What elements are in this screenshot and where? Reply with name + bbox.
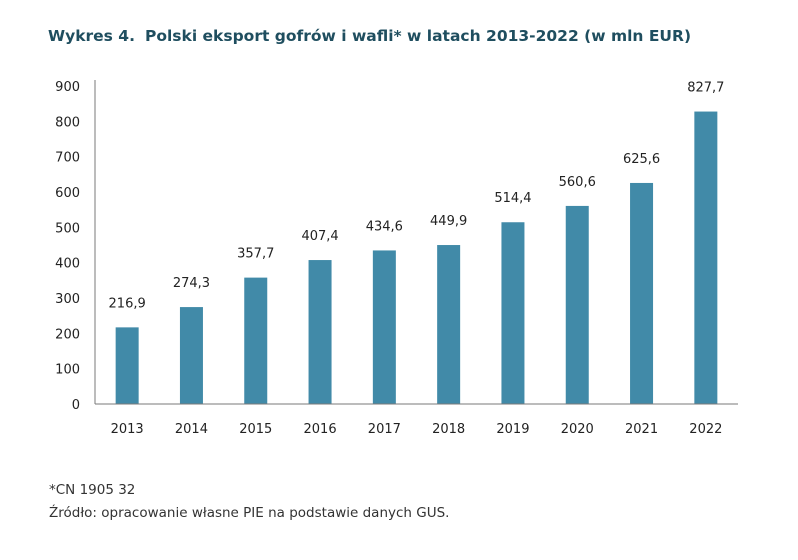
y-tick-label: 400 <box>55 257 80 272</box>
x-tick-label: 2014 <box>175 422 208 437</box>
y-tick-label: 300 <box>55 292 80 307</box>
x-tick-label: 2015 <box>239 422 272 437</box>
bar <box>308 260 332 404</box>
chart-title: Wykres 4. Polski eksport gofrów i wafli* … <box>48 27 691 45</box>
bar <box>437 245 461 404</box>
bar <box>501 222 525 404</box>
y-tick-label: 800 <box>55 115 80 130</box>
bar-value-label: 434,6 <box>366 219 403 234</box>
x-tick-label: 2017 <box>368 422 401 437</box>
chart-title-label: Wykres 4. <box>48 27 135 45</box>
x-tick-label: 2019 <box>496 422 529 437</box>
bar <box>630 182 654 404</box>
bar <box>372 250 396 404</box>
bar-value-label: 357,7 <box>237 247 274 262</box>
bar <box>179 307 203 404</box>
bar-value-label: 274,3 <box>173 276 210 291</box>
bar-chart: 0 100 200 300 400 500 600 700 800 900 216,9 2013 274… <box>55 80 738 437</box>
y-tick-label: 600 <box>55 186 80 201</box>
bar-value-label: 625,6 <box>623 152 660 167</box>
y-tick-label: 100 <box>55 363 80 378</box>
y-tick-label: 0 <box>72 398 80 413</box>
source-note: Źródło: opracowanie własne PIE na podsta… <box>49 505 450 521</box>
y-tick-label: 900 <box>55 80 80 95</box>
bar-value-label: 216,9 <box>109 296 146 311</box>
x-tick-label: 2021 <box>625 422 658 437</box>
bar-value-label: 827,7 <box>687 81 724 96</box>
x-tick-label: 2020 <box>561 422 594 437</box>
y-tick-label: 200 <box>55 327 80 342</box>
bar <box>565 205 589 404</box>
bar-value-label: 514,4 <box>494 191 531 206</box>
x-tick-label: 2018 <box>432 422 465 437</box>
bar-value-label: 407,4 <box>301 229 338 244</box>
bar <box>694 111 718 405</box>
x-tick-label: 2016 <box>304 422 337 437</box>
bar <box>244 277 268 404</box>
y-tick-label: 500 <box>55 221 80 236</box>
x-tick-label: 2022 <box>689 422 722 437</box>
y-tick-label: 700 <box>55 151 80 166</box>
bar <box>115 327 139 404</box>
footnote: *CN 1905 32 <box>49 482 136 498</box>
x-tick-label: 2013 <box>111 422 144 437</box>
chart-title-text: Polski eksport gofrów i wafli* w latach … <box>144 27 692 45</box>
bar-value-label: 449,9 <box>430 214 467 229</box>
bar-value-label: 560,6 <box>559 175 596 190</box>
